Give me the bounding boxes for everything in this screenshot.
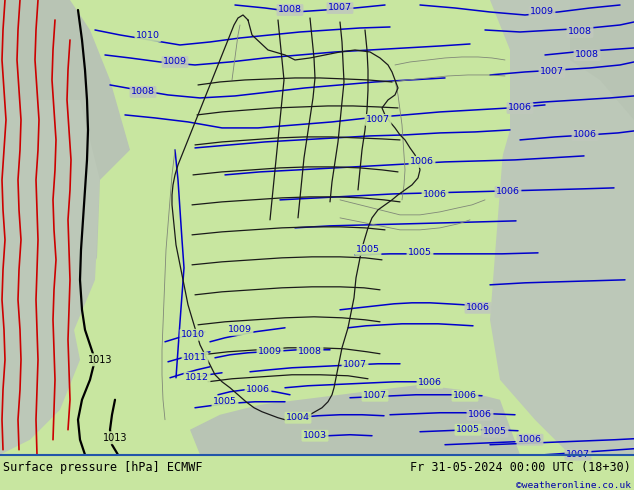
Text: 1007: 1007: [328, 3, 352, 13]
Text: 1007: 1007: [540, 68, 564, 76]
Text: 1006: 1006: [496, 187, 520, 196]
Text: 1006: 1006: [573, 130, 597, 140]
Text: 1011: 1011: [183, 353, 207, 362]
Text: ©weatheronline.co.uk: ©weatheronline.co.uk: [516, 481, 631, 490]
Polygon shape: [125, 0, 510, 350]
Text: 1006: 1006: [410, 157, 434, 167]
Polygon shape: [95, 100, 195, 350]
Text: 1012: 1012: [185, 373, 209, 382]
Text: 1008: 1008: [575, 50, 599, 59]
Polygon shape: [0, 100, 100, 455]
Text: Fr 31-05-2024 00:00 UTC (18+30): Fr 31-05-2024 00:00 UTC (18+30): [410, 461, 631, 473]
Text: 1010: 1010: [136, 31, 160, 41]
Text: Surface pressure [hPa] ECMWF: Surface pressure [hPa] ECMWF: [3, 461, 203, 473]
Text: 1009: 1009: [228, 325, 252, 334]
Text: 1005: 1005: [213, 397, 237, 406]
Text: 1006: 1006: [453, 391, 477, 400]
Text: 1007: 1007: [343, 360, 367, 369]
Text: 1008: 1008: [568, 27, 592, 36]
Polygon shape: [570, 0, 634, 455]
Text: 1007: 1007: [366, 116, 390, 124]
Text: 1006: 1006: [246, 385, 270, 394]
Text: 1008: 1008: [131, 87, 155, 97]
Polygon shape: [0, 0, 130, 455]
Polygon shape: [490, 50, 634, 455]
Text: 1013: 1013: [87, 355, 112, 365]
Polygon shape: [190, 385, 520, 455]
Text: 1008: 1008: [278, 5, 302, 15]
Text: 1006: 1006: [518, 435, 542, 444]
Text: 1004: 1004: [286, 413, 310, 422]
Text: 1006: 1006: [468, 410, 492, 419]
Text: 1005: 1005: [456, 425, 480, 434]
Text: 1009: 1009: [258, 347, 282, 356]
Text: 1007: 1007: [363, 391, 387, 400]
Text: 1007: 1007: [566, 450, 590, 459]
Polygon shape: [240, 0, 634, 100]
Text: 1005: 1005: [408, 248, 432, 257]
Text: 1005: 1005: [483, 427, 507, 436]
Text: 1006: 1006: [418, 378, 442, 387]
Polygon shape: [480, 0, 634, 180]
Text: 1005: 1005: [356, 245, 380, 254]
Text: 1013: 1013: [103, 433, 127, 443]
Text: 1008: 1008: [298, 347, 322, 356]
Text: 1006: 1006: [466, 303, 490, 312]
Text: 1009: 1009: [530, 7, 554, 17]
Text: 1010: 1010: [181, 330, 205, 339]
Text: 1006: 1006: [423, 191, 447, 199]
Polygon shape: [0, 290, 80, 455]
Text: 1006: 1006: [508, 103, 532, 112]
Text: 1009: 1009: [163, 57, 187, 67]
Text: 1003: 1003: [303, 431, 327, 440]
